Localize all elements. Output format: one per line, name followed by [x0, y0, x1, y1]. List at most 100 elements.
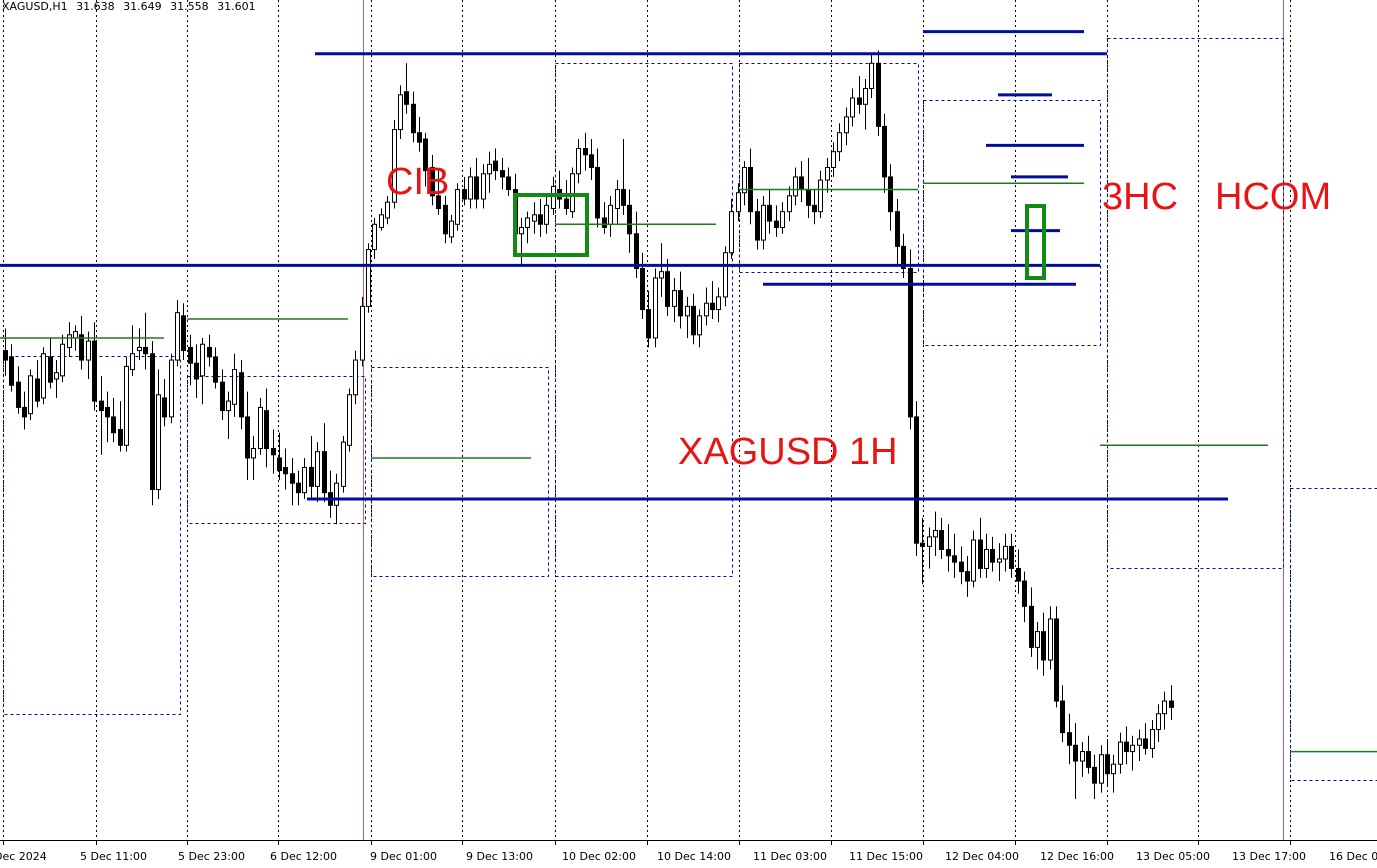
candle [927, 527, 932, 569]
candle [1022, 571, 1027, 623]
candle-body [806, 189, 811, 206]
candle [1067, 713, 1072, 765]
candle-body [901, 245, 906, 269]
candle-body [99, 400, 104, 412]
time-tick-label: 13 Dec 05:00 [1136, 850, 1210, 863]
candle [615, 180, 620, 225]
candle [1150, 720, 1155, 758]
candle [1041, 612, 1046, 676]
candle [627, 189, 632, 253]
candle-body [1137, 738, 1142, 746]
candle-body [226, 400, 231, 412]
candle-body [1124, 741, 1129, 753]
candle [271, 429, 276, 474]
candle [653, 268, 658, 348]
cib-box [513, 193, 589, 257]
day-separators [363, 0, 1284, 840]
candle-body [939, 530, 944, 551]
candle-body [621, 189, 626, 206]
candle-body [372, 223, 377, 251]
candle-body [16, 381, 21, 408]
candle [640, 252, 645, 320]
candle [978, 517, 983, 578]
candle-body [111, 416, 116, 434]
candle-body [812, 204, 817, 213]
candle [143, 312, 148, 370]
ohlc-low: 31.558 [170, 0, 209, 13]
candle [455, 183, 460, 231]
candle-body [360, 305, 365, 361]
candle-body [755, 211, 760, 241]
range-box [3, 356, 181, 715]
candle-body [9, 356, 14, 386]
candle-body [1067, 732, 1072, 746]
candle [372, 217, 377, 260]
candle-body [506, 176, 511, 191]
level-lines [0, 30, 1228, 501]
ohlc-high: 31.649 [123, 0, 162, 13]
candle-body [118, 429, 123, 446]
candle-body [532, 214, 537, 222]
candle-body [1169, 700, 1174, 708]
candle-body [971, 539, 976, 582]
candle [920, 517, 925, 585]
candle [487, 151, 492, 193]
candle [341, 435, 346, 493]
candle-body [1130, 744, 1135, 753]
candle [608, 195, 613, 237]
candle [748, 148, 753, 225]
time-tick-label: 6 Dec 12:00 [270, 850, 337, 863]
candle [895, 199, 900, 266]
candle [665, 259, 670, 316]
candle [933, 511, 938, 556]
candle [869, 53, 874, 98]
candle-body [965, 571, 970, 582]
candle-body [22, 406, 27, 418]
candle [538, 199, 543, 237]
candle-body [952, 555, 957, 563]
candle-body [181, 315, 186, 352]
candle-body [704, 302, 709, 317]
candle-body [436, 195, 441, 210]
candle-body [54, 372, 59, 380]
candle-body [608, 204, 613, 225]
candle [1080, 742, 1085, 777]
candle [1060, 685, 1065, 743]
candle [48, 337, 53, 389]
candle [564, 180, 569, 215]
candle [621, 139, 626, 215]
candle-body [156, 394, 161, 491]
candle [812, 189, 817, 225]
candle-body [411, 103, 416, 134]
candle-body [742, 166, 747, 194]
candle-body [1003, 545, 1008, 560]
candle [742, 161, 747, 206]
candle-body [646, 309, 651, 339]
candle [290, 457, 295, 506]
candle [462, 176, 467, 206]
candle-body [232, 369, 237, 405]
time-tick-label: 9 Dec 01:00 [370, 850, 437, 863]
candle [685, 296, 690, 338]
candle [761, 195, 766, 250]
candle [251, 435, 256, 481]
candle-body [1035, 631, 1040, 648]
candle [67, 322, 72, 357]
candle-body [780, 211, 785, 228]
candle [92, 322, 97, 411]
candle [984, 533, 989, 578]
candle-body [1099, 754, 1104, 784]
annotation-cib: CIB [386, 161, 449, 203]
candle [207, 334, 212, 367]
candle-body [474, 176, 479, 200]
ohlc-close: 31.601 [217, 0, 256, 13]
candle-body [1156, 713, 1161, 730]
candle-body [519, 226, 524, 235]
candle-body [334, 482, 339, 506]
candle-body [1048, 618, 1053, 661]
candle [1035, 622, 1040, 670]
candle-body [1086, 751, 1091, 768]
candle [678, 271, 683, 329]
